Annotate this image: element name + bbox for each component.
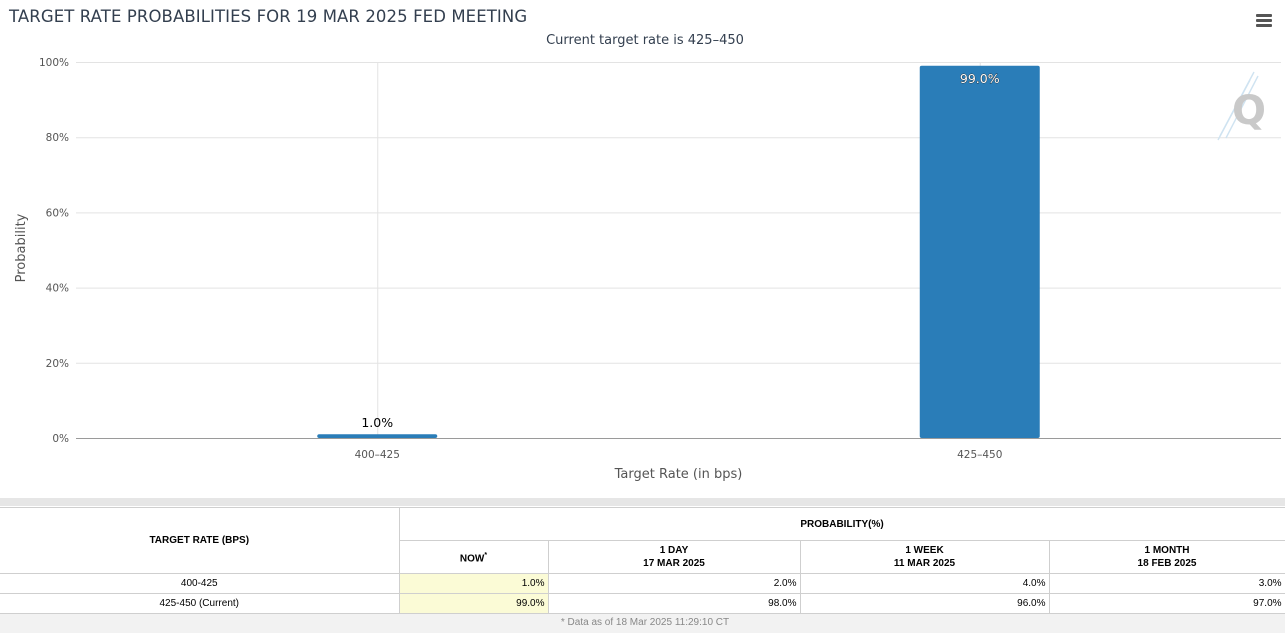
value-cell-1-day: 98.0% — [547, 593, 801, 614]
y-tick-label: 80% — [46, 132, 69, 144]
value-cell-now: 1.0% — [398, 573, 549, 594]
bar-data-label: 1.0% — [361, 415, 393, 430]
y-tick-label: 0% — [52, 433, 69, 445]
rate-cell: 425-450 (Current) — [0, 593, 400, 614]
column-header-date: 18 FEB 2025 — [1137, 558, 1197, 569]
y-tick-label: 20% — [46, 358, 69, 370]
column-header-1-week: 1 WEEK 11 MAR 2025 — [799, 540, 1050, 574]
column-header-1-month: 1 MONTH 18 FEB 2025 — [1048, 540, 1285, 574]
x-axis-title: Target Rate (in bps) — [614, 467, 743, 482]
target-rate-header: TARGET RATE (BPS) — [0, 507, 400, 574]
chart-panel: 0% 20% 40% 60% 80% 100% 1.0% 400–425 99.0% 425–45… — [9, 7, 1281, 482]
y-tick-label: 100% — [39, 57, 69, 69]
bar-2 — [919, 65, 1040, 438]
data-timestamp-footnote: * Data as of 18 Mar 2025 11:29:10 CT — [0, 614, 1285, 633]
value-cell-1-day: 2.0% — [547, 573, 801, 594]
asterisk-marker: * — [484, 551, 488, 559]
value-cell-1-month: 97.0% — [1048, 593, 1285, 614]
value-cell-1-week: 4.0% — [799, 573, 1050, 594]
bar-data-label: 99.0% — [960, 71, 1000, 86]
y-axis-title: Probability — [14, 213, 29, 282]
value-cell-1-week: 96.0% — [799, 593, 1050, 614]
column-header-date: 11 MAR 2025 — [893, 558, 956, 569]
column-header-1-day: 1 DAY 17 MAR 2025 — [547, 540, 801, 574]
table-row: 425-450 (Current) 99.0% 98.0% 96.0% 97.0… — [0, 593, 1285, 614]
table-row: 400-425 1.0% 2.0% 4.0% 3.0% — [0, 573, 1285, 594]
section-divider — [0, 498, 1285, 506]
column-header-date: 17 MAR 2025 — [643, 558, 705, 569]
y-tick-label: 60% — [46, 207, 69, 219]
column-header-now: NOW* — [398, 540, 549, 574]
value-cell-1-month: 3.0% — [1048, 573, 1285, 594]
rate-cell: 400-425 — [0, 573, 400, 594]
x-tick-label: 425–450 — [957, 449, 1002, 461]
bar-1 — [317, 434, 438, 438]
value-cell-now: 99.0% — [398, 593, 549, 614]
column-header-label: NOW — [459, 553, 485, 565]
probability-header: PROBABILITY(%) — [398, 507, 1285, 541]
column-header-label: 1 MONTH — [1144, 545, 1190, 556]
quikstrike-q-logo-icon: Q — [1217, 71, 1266, 141]
column-header-label: 1 DAY — [659, 545, 689, 556]
y-tick-label: 40% — [46, 283, 69, 295]
chart-subtitle: Current target rate is 425–450 — [546, 33, 744, 48]
svg-text:Q: Q — [1232, 88, 1266, 134]
bar-chart: 0% 20% 40% 60% 80% 100% 1.0% 400–425 99.0% 425–45… — [14, 57, 1281, 482]
hamburger-menu-icon[interactable] — [1256, 12, 1272, 28]
column-header-label: 1 WEEK — [905, 545, 944, 556]
probability-table: TARGET RATE (BPS) PROBABILITY(%) NOW* 1 … — [0, 507, 1285, 614]
x-tick-label: 400–425 — [355, 449, 400, 461]
chart-title: TARGET RATE PROBABILITIES FOR 19 MAR 202… — [9, 7, 528, 26]
